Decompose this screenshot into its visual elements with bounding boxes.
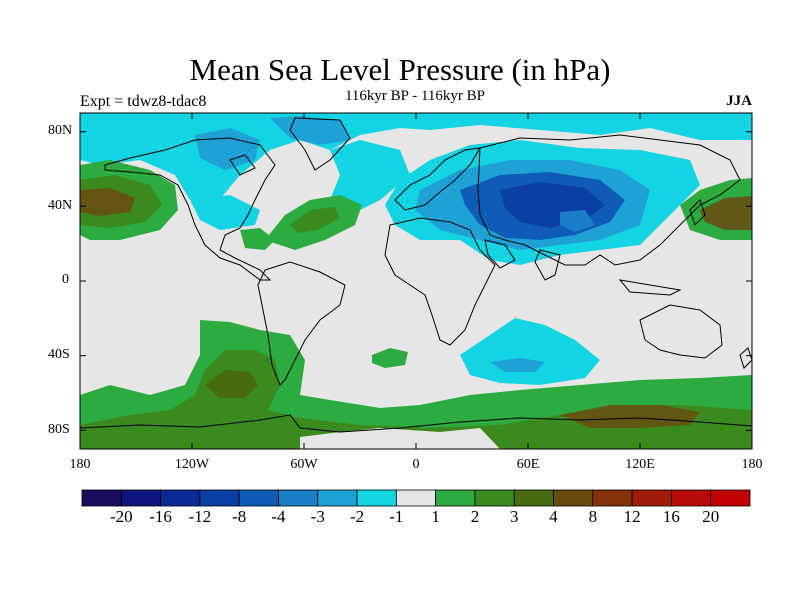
indonesia-coast <box>618 279 682 296</box>
colorbar-label: 12 <box>623 507 641 526</box>
lon-label-0: 0 <box>412 457 420 472</box>
lon-label-60e: 60E <box>516 457 540 472</box>
colorbar-label: -4 <box>271 507 286 526</box>
colorbar-swatch <box>474 489 515 507</box>
arabia-coast <box>484 239 516 269</box>
colorbar-swatch <box>238 489 279 507</box>
atlantic-negative <box>330 140 410 215</box>
colorbar-label: 2 <box>470 507 480 526</box>
south-atlantic-positive <box>372 348 408 368</box>
colorbar-label: -3 <box>310 507 325 526</box>
colorbar-label: -12 <box>188 507 212 526</box>
positive-anomalies <box>80 160 752 449</box>
colorbar-swatch <box>120 489 161 507</box>
coastlines <box>80 117 752 433</box>
colorbar-swatch <box>317 489 358 507</box>
lat-label-40n: 40N <box>48 198 73 213</box>
colorbar-swatch <box>631 489 672 507</box>
caribbean-positive <box>240 228 275 250</box>
colorbar-label: -16 <box>149 507 172 526</box>
colorbar-label: 8 <box>588 507 598 526</box>
colorbar-swatch <box>435 489 476 507</box>
colorbar-label: -1 <box>389 507 404 526</box>
page-title: Mean Sea Level Pressure (in hPa) <box>189 52 611 87</box>
spac-positive-core <box>205 370 258 398</box>
colorbar-swatch <box>395 489 437 507</box>
colorbar-swatch <box>160 489 201 507</box>
lon-label-120e: 120E <box>625 457 655 472</box>
colorbar-swatch <box>592 489 633 507</box>
colorbar-label: 20 <box>702 507 720 526</box>
lon-label-120w: 120W <box>174 457 210 472</box>
colorbar-label: -8 <box>232 507 247 526</box>
colorbar-swatch <box>671 489 712 507</box>
australia-coast <box>639 304 723 359</box>
lat-label-80s: 80S <box>48 422 70 437</box>
colorbar-label: -2 <box>349 507 365 526</box>
colorbar-swatch <box>710 489 751 507</box>
map-field <box>80 113 752 449</box>
colorbar-swatch <box>553 489 594 507</box>
new-zealand-coast <box>739 347 752 369</box>
colorbar-swatch <box>199 489 240 507</box>
lon-label-180w: 180 <box>69 457 91 472</box>
india-coast <box>534 249 561 281</box>
colorbar-label: 16 <box>662 507 680 526</box>
experiment-label: Expt = tdwz8-tdac8 <box>80 93 207 110</box>
us-negative <box>190 195 260 230</box>
lat-label-80n: 80N <box>48 123 73 138</box>
tibet-negative <box>560 210 595 232</box>
indian-ocean-negative <box>460 318 600 385</box>
hudson-bay-coast <box>229 154 256 176</box>
lon-label-180e: 180 <box>741 457 763 472</box>
asia-coast <box>477 134 741 266</box>
north-america-coast <box>104 137 276 281</box>
colorbar-swatch <box>81 489 122 507</box>
colorbar-label: -20 <box>109 507 133 526</box>
japan-coast <box>689 199 706 226</box>
canada-negative <box>195 128 260 170</box>
lat-label-40s: 40S <box>48 347 70 362</box>
colorbar-swatch <box>513 489 554 507</box>
antarctica-neutral <box>300 428 500 449</box>
colorbar-label: 3 <box>509 507 519 526</box>
colorbar-swatch <box>278 489 319 507</box>
npac-east-positive-core <box>700 196 752 230</box>
indian-ocean-negative-inner <box>490 358 545 372</box>
europe-coast <box>394 147 481 211</box>
atlantic-positive-core <box>290 207 340 233</box>
colorbar <box>81 489 751 507</box>
lon-label-60w: 60W <box>290 457 318 472</box>
season-label: JJA <box>726 93 752 109</box>
greenland-negative <box>270 116 350 145</box>
lat-label-0: 0 <box>62 272 69 287</box>
colorbar-label: 1 <box>431 507 440 526</box>
axis-ticks <box>79 113 753 449</box>
southern-ocean-core <box>560 405 700 428</box>
greenland-coast <box>289 117 351 171</box>
africa-coast <box>384 217 496 346</box>
colorbar-swatch <box>356 489 397 507</box>
colorbar-label: 4 <box>549 507 558 526</box>
npac-west-positive-core <box>80 188 135 216</box>
antarctica-coast <box>80 414 752 433</box>
south-america-coast <box>257 261 346 386</box>
subtitle: 116kyr BP - 116kyr BP <box>344 88 485 104</box>
